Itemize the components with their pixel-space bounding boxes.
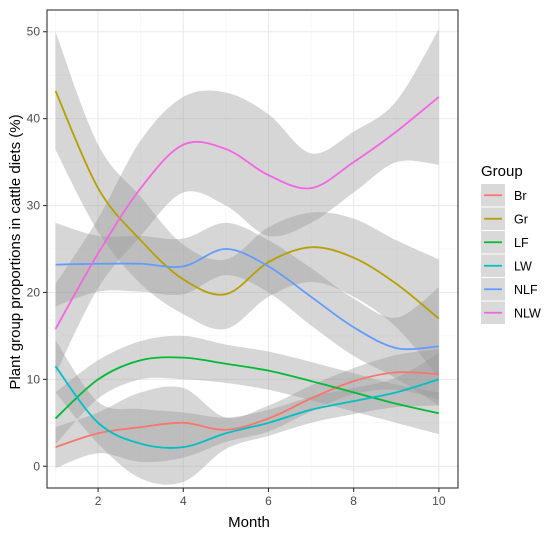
panel-border xyxy=(46,9,459,489)
legend-title: Group xyxy=(481,163,523,180)
x-tick-label: 8 xyxy=(350,494,357,508)
confidence-band-nlf xyxy=(55,222,439,406)
y-tick-label: 20 xyxy=(27,285,41,299)
series-line-nlw xyxy=(54,96,440,330)
legend-label: NLF xyxy=(514,283,538,297)
y-axis-title: Plant group proportions in cattle diets … xyxy=(7,114,24,389)
y-tick-label: 10 xyxy=(27,372,41,386)
confidence-band-lw xyxy=(55,340,439,485)
grid-lines xyxy=(47,10,458,488)
legend-item-br: Br xyxy=(481,184,527,207)
legend-item-nlw: NLW xyxy=(481,301,541,324)
legend-item-lw: LW xyxy=(481,254,532,277)
series-line-nlf xyxy=(55,248,439,351)
confidence-band-lf xyxy=(55,335,439,445)
series-line-br xyxy=(55,371,439,449)
legend-label: LW xyxy=(514,259,532,273)
confidence-band-br xyxy=(55,348,439,469)
y-tick-label: 40 xyxy=(27,112,41,126)
legend: Group Br Gr LF LW NLF NLW xyxy=(481,163,541,324)
legend-label: Br xyxy=(514,189,527,203)
x-tick-label: 2 xyxy=(95,494,102,508)
x-axis-title: Month xyxy=(228,514,270,531)
y-tick-label: 50 xyxy=(27,25,41,39)
axes: 0 10 20 30 40 50 2 4 6 8 10 xyxy=(27,9,459,508)
legend-label: NLW xyxy=(514,306,541,320)
x-tick-label: 6 xyxy=(265,494,272,508)
y-tick-label: 30 xyxy=(27,199,41,213)
series-line-lw xyxy=(54,365,440,449)
y-tick-label: 0 xyxy=(33,459,40,473)
confidence-band-nlw xyxy=(55,29,439,375)
confidence-band-gr xyxy=(55,31,439,378)
series-line-lf xyxy=(54,356,440,420)
legend-item-lf: LF xyxy=(481,231,529,254)
legend-item-nlf: NLF xyxy=(481,278,538,301)
legend-label: LF xyxy=(514,236,529,250)
x-tick-label: 4 xyxy=(180,494,187,508)
series-line-gr xyxy=(54,90,440,320)
series-lines xyxy=(54,90,440,449)
legend-item-gr: Gr xyxy=(481,207,528,230)
legend-label: Gr xyxy=(514,212,528,226)
confidence-bands xyxy=(55,29,439,485)
x-tick-label: 10 xyxy=(432,494,446,508)
